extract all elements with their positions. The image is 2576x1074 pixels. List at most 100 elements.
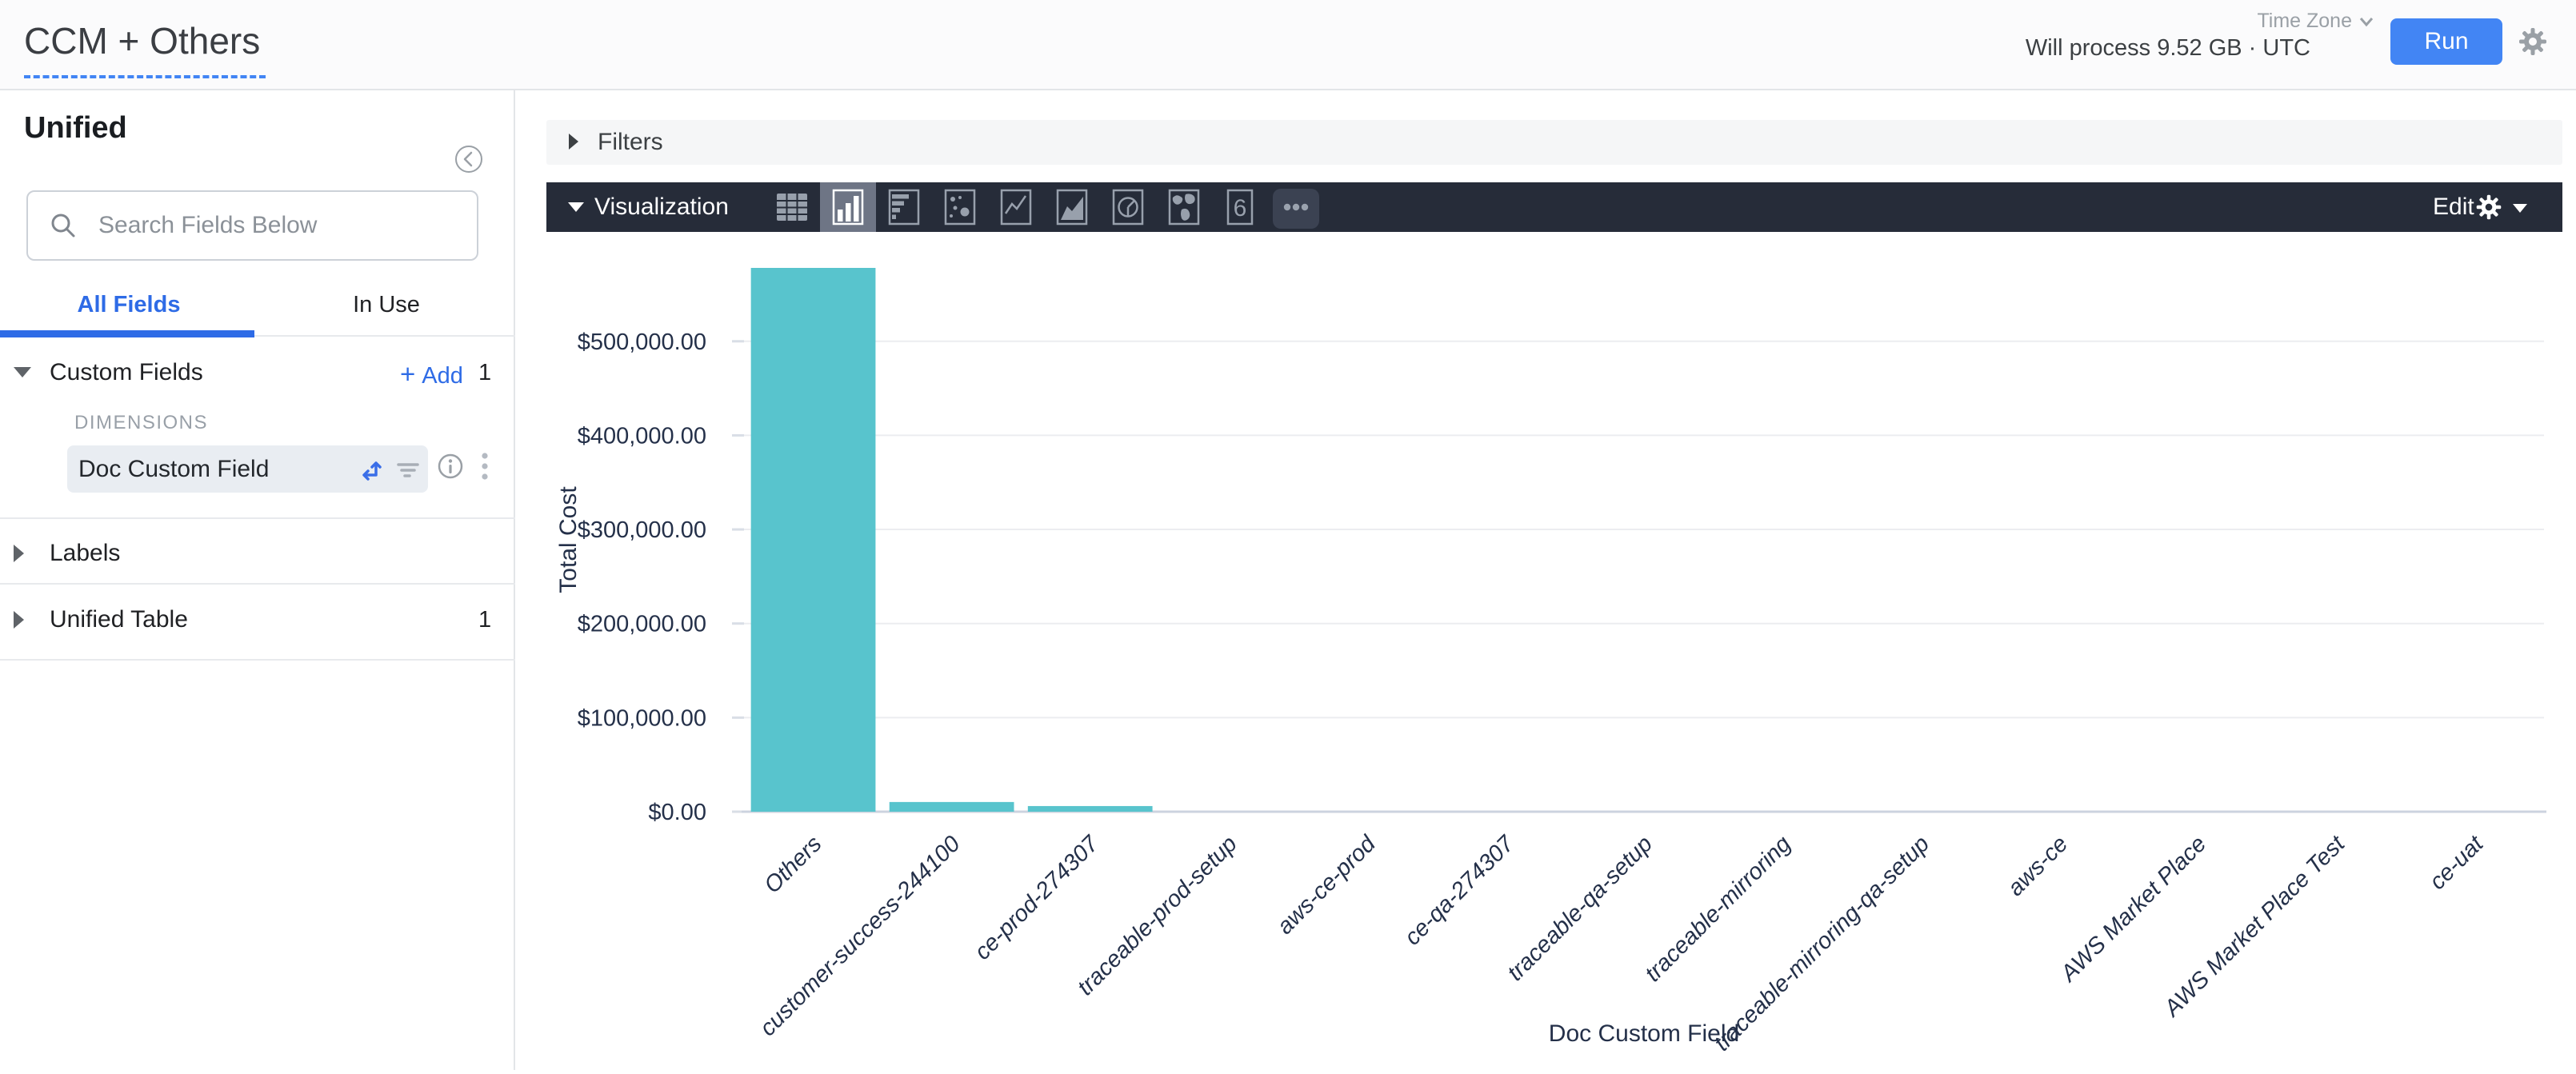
y-tick-label: $0.00	[648, 800, 706, 825]
bar-chart-icon	[888, 189, 920, 226]
x-tick-label: traceable-prod-setup	[1073, 831, 1242, 1000]
timezone-label: Time Zone	[2257, 10, 2352, 32]
pie-chart-icon	[1112, 189, 1144, 226]
viz-type-column-active[interactable]	[820, 182, 876, 232]
caret-down-icon[interactable]	[14, 367, 31, 377]
tab-in-use[interactable]: In Use	[353, 292, 420, 317]
ellipsis-icon	[1273, 189, 1319, 229]
column-chart-icon	[832, 189, 864, 226]
explore-title[interactable]: CCM + Others	[24, 20, 261, 62]
gear-icon[interactable]	[2517, 26, 2549, 58]
process-info-text: Will process 9.52 GB · UTC	[2025, 35, 2310, 61]
x-tick-label: aws-ce	[2003, 831, 2074, 901]
filter-icon[interactable]	[394, 454, 422, 483]
section-count: 1	[478, 360, 492, 385]
y-axis-title: Total Cost	[555, 486, 582, 593]
section-label: Labels	[50, 540, 121, 566]
timezone-dropdown[interactable]: Time Zone	[2257, 10, 2374, 33]
field-picker-sidebar: Unified Search Fields Below All Fields I…	[0, 90, 515, 1070]
x-tick-label: AWS Market Place	[2055, 831, 2212, 988]
section-custom-fields[interactable]: Custom Fields + Add 1	[0, 357, 515, 394]
dimensions-group-label: DIMENSIONS	[74, 412, 209, 433]
viz-edit-button[interactable]: Edit	[2433, 194, 2474, 220]
bar[interactable]	[750, 268, 876, 812]
visualization-toolbar: Visualization	[546, 182, 2562, 232]
y-tick-label: $200,000.00	[578, 612, 706, 637]
viz-type-table[interactable]	[764, 182, 820, 232]
title-dashed-underline	[24, 75, 266, 78]
chart-area: $500,000.00 $400,000.00 $300,000.00 $200,00…	[546, 232, 2562, 1070]
viz-type-line[interactable]	[988, 182, 1044, 232]
caret-down-icon[interactable]	[568, 202, 584, 212]
area-chart-icon	[1056, 189, 1088, 226]
x-tick-label: ce-prod-274307	[970, 830, 1105, 965]
top-bar: CCM + Others Will process 9.52 GB · UTC …	[0, 0, 2576, 90]
section-count: 1	[478, 607, 492, 633]
kebab-menu-icon[interactable]	[478, 450, 491, 482]
add-label: Add	[422, 363, 463, 389]
x-tick-label: ce-uat	[2425, 830, 2490, 895]
viz-type-bar[interactable]	[876, 182, 932, 232]
x-tick-label: traceable-qa-setup	[1502, 831, 1658, 986]
field-name: Doc Custom Field	[78, 456, 270, 482]
y-tick-label: $400,000.00	[578, 423, 706, 449]
section-unified-table[interactable]: Unified Table 1	[0, 605, 515, 641]
section-label: Unified Table	[50, 606, 188, 633]
caret-right-icon[interactable]	[14, 611, 24, 629]
y-tick-label: $100,000.00	[578, 705, 706, 731]
x-axis-title: Doc Custom Field	[1549, 1020, 1739, 1047]
search-placeholder: Search Fields Below	[98, 212, 318, 238]
map-icon	[1168, 189, 1200, 226]
viz-type-pie[interactable]	[1100, 182, 1156, 232]
viz-type-map[interactable]	[1156, 182, 1212, 232]
tabs-bottom-border	[0, 335, 515, 337]
viz-type-more[interactable]	[1268, 182, 1324, 232]
viz-gear-caret-icon[interactable]	[2513, 204, 2527, 213]
table-icon	[777, 194, 807, 221]
line-chart-icon	[1000, 189, 1032, 226]
pivot-icon[interactable]	[357, 454, 386, 483]
sidebar-title: Unified	[24, 111, 127, 145]
x-tick-label: ce-qa-274307	[1400, 830, 1521, 951]
caret-right-icon	[569, 134, 578, 150]
active-tab-underline	[0, 330, 254, 337]
x-tick-label: traceable-mirroring	[1640, 831, 1796, 987]
viz-gear-icon[interactable]	[2474, 193, 2503, 222]
divider	[0, 583, 515, 585]
info-icon[interactable]	[437, 453, 464, 480]
field-row-doc-custom-field[interactable]: Doc Custom Field	[67, 445, 428, 493]
viz-type-scatter[interactable]	[932, 182, 988, 232]
plus-icon: +	[400, 359, 416, 389]
chevron-down-icon	[2359, 17, 2374, 26]
bar[interactable]	[1027, 805, 1153, 812]
x-tick-label: aws-ce-prod	[1272, 831, 1381, 940]
bar[interactable]	[889, 801, 1014, 812]
viz-type-single-value[interactable]: 6	[1212, 182, 1268, 232]
x-tick-label: Others	[759, 831, 826, 898]
bar-chart: $500,000.00 $400,000.00 $300,000.00 $200,00…	[555, 268, 2546, 1056]
viz-type-area[interactable]	[1044, 182, 1100, 232]
run-button[interactable]: Run	[2390, 18, 2502, 65]
add-custom-field-button[interactable]: + Add	[400, 359, 463, 389]
single-value-icon: 6	[1226, 189, 1254, 226]
field-tabs: All Fields In Use	[0, 281, 515, 338]
search-input[interactable]: Search Fields Below	[26, 190, 478, 261]
y-tick-label: $300,000.00	[578, 517, 706, 543]
divider	[0, 517, 515, 519]
filters-label: Filters	[598, 129, 663, 155]
search-icon	[51, 214, 75, 238]
collapse-sidebar-icon[interactable]	[454, 145, 483, 174]
scatter-plot-icon	[944, 189, 976, 226]
svg-text:6: 6	[1234, 195, 1247, 222]
tab-all-fields[interactable]: All Fields	[77, 292, 181, 317]
viz-type-picker: 6	[764, 182, 1324, 232]
caret-right-icon[interactable]	[14, 545, 24, 562]
divider	[0, 659, 515, 661]
filters-expander[interactable]: Filters	[546, 120, 2562, 165]
run-button-label: Run	[2424, 28, 2469, 54]
y-tick-label: $500,000.00	[578, 329, 706, 355]
section-label: Custom Fields	[50, 359, 203, 385]
visualization-label[interactable]: Visualization	[594, 194, 729, 220]
section-labels[interactable]: Labels	[0, 538, 515, 575]
